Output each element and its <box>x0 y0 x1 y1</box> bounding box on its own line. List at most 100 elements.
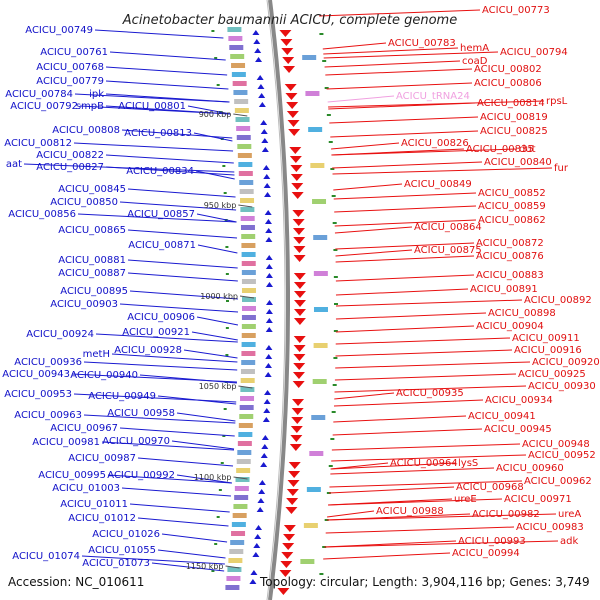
left-connector <box>157 395 237 405</box>
left-cog-box <box>241 243 256 248</box>
left-tick <box>223 408 227 410</box>
left-cog-box <box>229 45 244 50</box>
right-gene-label: ACICU_00783 <box>388 38 456 49</box>
left-cog-box <box>236 459 251 464</box>
left-gene-arrow <box>257 498 265 503</box>
left-connector <box>183 349 238 359</box>
left-tick <box>214 543 218 545</box>
right-connector <box>330 462 389 470</box>
left-gene-label: ACICU_00887 <box>58 268 126 279</box>
left-gene-arrow <box>253 39 261 44</box>
left-cog-box <box>241 360 256 365</box>
left-cog-box <box>241 279 256 284</box>
right-gene-arrow <box>293 363 306 370</box>
left-gene-arrow <box>264 210 272 215</box>
right-gene-arrow <box>283 66 296 73</box>
right-gene-arrow <box>292 219 305 226</box>
right-tick <box>322 60 327 62</box>
right-tick <box>331 195 336 197</box>
right-gene-label: ACICU_00849 <box>404 179 472 190</box>
left-connector <box>129 290 239 300</box>
left-connector <box>195 170 235 180</box>
right-gene-label: ACICU_00920 <box>532 357 600 368</box>
right-tick <box>326 492 331 494</box>
left-gene-arrow <box>265 264 273 269</box>
left-cog-box <box>239 405 254 410</box>
right-gene-label: ACICU_00872 <box>476 238 544 249</box>
right-tick <box>328 465 333 467</box>
left-connector <box>187 105 231 115</box>
right-tick <box>330 168 335 170</box>
kbp-marker-label: 900 kbp <box>199 110 232 119</box>
left-gene-arrow <box>265 282 273 287</box>
left-tick <box>225 273 229 275</box>
left-gene-arrow <box>262 417 270 422</box>
left-cog-box <box>240 216 255 221</box>
left-connector <box>105 105 231 115</box>
left-gene-arrow <box>249 579 257 584</box>
left-cog-box <box>231 522 246 527</box>
right-connector <box>334 385 527 393</box>
right-tick <box>328 141 333 143</box>
right-connector <box>332 161 483 169</box>
left-cog-box <box>241 342 256 347</box>
right-gene-label: ACICU_00993 <box>458 536 526 547</box>
left-gene-label: ACICU_00822 <box>36 150 104 161</box>
right-gene-arrow <box>288 462 301 469</box>
left-gene-arrow <box>265 345 273 350</box>
left-gene-arrow <box>258 93 266 98</box>
right-connector <box>334 205 477 213</box>
right-gene-arrow <box>280 39 293 46</box>
left-connector <box>83 414 236 424</box>
left-gene-label: ACICU_01073 <box>82 558 150 569</box>
left-gene-arrow <box>265 309 273 314</box>
right-connector <box>324 540 457 548</box>
right-cog-box <box>312 379 327 384</box>
left-gene-arrow <box>258 102 266 107</box>
right-gene-arrow <box>291 183 304 190</box>
left-gene-arrow <box>261 147 269 152</box>
left-connector <box>73 393 237 403</box>
right-gene-label: ACICU_00935 <box>396 388 464 399</box>
left-connector <box>127 188 236 198</box>
right-gene-label: ACICU_00826 <box>401 138 469 149</box>
left-cog-box <box>232 81 247 86</box>
right-gene-arrow <box>277 588 290 595</box>
left-gene-label: ACICU_01026 <box>92 529 160 540</box>
left-gene-label: ACICU_00761 <box>40 47 108 58</box>
left-gene-arrow <box>258 480 266 485</box>
left-connector <box>119 303 239 313</box>
left-gene-label: ACICU_00928 <box>114 345 182 356</box>
right-gene-label: ACICU_00862 <box>478 215 546 226</box>
left-gene-arrow <box>264 372 272 377</box>
left-cog-box <box>228 558 243 563</box>
right-gene-arrow <box>293 273 306 280</box>
right-connector <box>335 255 475 263</box>
left-tick <box>223 192 227 194</box>
kbp-marker-tick <box>233 476 248 480</box>
right-gene-arrow <box>293 318 306 325</box>
left-gene-label: ACICU_00865 <box>58 225 126 236</box>
left-gene-label: ACICU_00981 <box>32 437 100 448</box>
left-tick <box>218 489 222 491</box>
right-gene-label: ACICU_00859 <box>478 201 546 212</box>
trna-label: ACICU_tRNA24 <box>396 91 470 102</box>
left-gene-label: ACICU_00768 <box>36 62 104 73</box>
left-cog-box <box>241 252 256 257</box>
left-gene-arrow <box>264 219 272 224</box>
left-gene-label: ACICU_01011 <box>60 499 128 510</box>
right-gene-label: ACICU_00962 <box>524 476 592 487</box>
left-gene-arrow <box>260 462 268 467</box>
left-cog-box <box>240 396 255 401</box>
left-connector <box>109 51 226 61</box>
left-cog-box <box>234 486 249 491</box>
left-gene-label: ACICU_00936 <box>14 357 82 368</box>
left-gene-arrow <box>263 183 271 188</box>
right-connector <box>326 513 557 521</box>
left-gene-arrow <box>256 507 264 512</box>
right-connector <box>335 349 513 357</box>
left-connector <box>121 487 231 497</box>
left-cog-box <box>231 531 246 536</box>
left-connector <box>105 66 228 76</box>
left-connector <box>137 517 229 527</box>
